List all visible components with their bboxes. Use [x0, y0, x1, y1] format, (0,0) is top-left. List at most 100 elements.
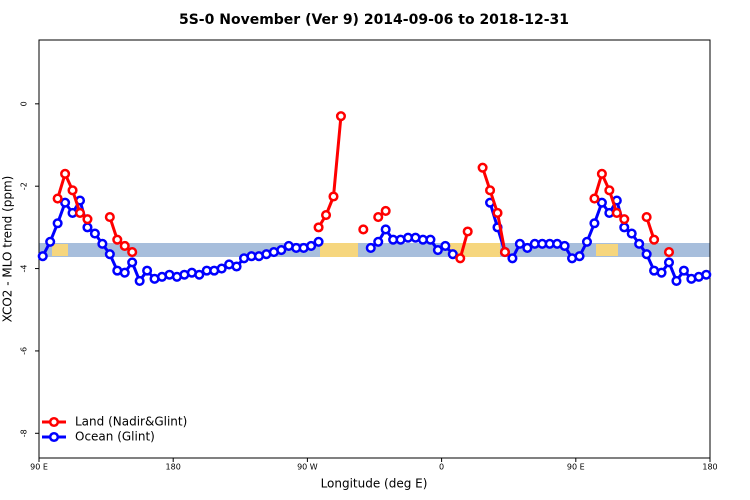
point — [514, 238, 525, 249]
point — [678, 265, 689, 276]
point — [492, 207, 503, 219]
y-tick-label: 0 — [20, 101, 29, 106]
point — [589, 193, 600, 204]
point — [425, 234, 436, 245]
y-axis-label: XCO2 - MLO trend (ppm) — [1, 176, 15, 323]
point — [45, 236, 56, 247]
point — [74, 207, 86, 219]
y-tick-label: -6 — [20, 347, 29, 355]
point — [97, 238, 108, 249]
point — [276, 244, 287, 256]
chart-title: 5S-0 November (Ver 9) 2014-09-06 to 2018… — [179, 12, 569, 28]
point — [37, 251, 48, 262]
point — [432, 244, 443, 256]
legend-label: Ocean (Glint) — [75, 430, 155, 444]
y-tick-label: -4 — [20, 265, 29, 273]
point — [380, 205, 391, 216]
point — [619, 214, 630, 225]
point — [611, 207, 622, 219]
point — [634, 238, 645, 249]
series — [37, 195, 712, 286]
x-tick-label: 180 — [702, 463, 717, 472]
legend-marker — [48, 416, 60, 428]
x-tick-label: 90 E — [567, 463, 585, 472]
point — [477, 162, 488, 173]
point — [52, 218, 63, 229]
point — [60, 197, 71, 208]
point — [194, 269, 205, 280]
land-strip — [596, 244, 618, 256]
point — [380, 224, 391, 235]
point — [60, 168, 71, 179]
point — [701, 269, 712, 280]
point — [641, 212, 652, 223]
point — [313, 236, 324, 247]
point — [611, 195, 622, 206]
point — [82, 214, 93, 225]
point — [671, 275, 682, 286]
x-axis-label: Longitude (deg E) — [321, 477, 428, 491]
point — [522, 242, 533, 254]
point — [134, 275, 145, 286]
point — [127, 247, 138, 258]
point — [82, 222, 93, 233]
point — [559, 240, 570, 251]
point — [596, 168, 607, 179]
point — [641, 249, 652, 260]
y-tick-label: -2 — [20, 182, 29, 190]
series — [54, 112, 673, 262]
point — [335, 111, 347, 122]
point — [656, 267, 667, 278]
point — [67, 185, 78, 196]
x-tick-label: 0 — [439, 463, 444, 472]
point — [216, 263, 227, 274]
x-tick-label: 180 — [166, 463, 181, 472]
land-strip — [52, 244, 68, 256]
point — [104, 249, 115, 260]
point — [328, 191, 339, 202]
legend-marker — [48, 431, 60, 443]
point — [581, 236, 593, 247]
point — [447, 249, 458, 260]
point — [320, 209, 332, 221]
point — [649, 234, 660, 245]
point — [231, 261, 242, 272]
point — [619, 222, 630, 233]
point — [507, 253, 518, 264]
land-strip — [320, 243, 358, 257]
point — [373, 236, 384, 247]
point — [104, 212, 115, 223]
point — [596, 197, 607, 208]
point — [663, 257, 675, 268]
point — [112, 234, 123, 245]
point — [373, 212, 384, 223]
point — [52, 193, 63, 204]
point — [440, 240, 451, 251]
point — [626, 228, 637, 239]
point — [89, 228, 100, 239]
x-tick-label: 90 E — [30, 463, 48, 472]
x-tick-label: 90 W — [297, 463, 318, 472]
point — [365, 242, 376, 254]
point — [462, 226, 473, 237]
point — [127, 257, 138, 268]
point — [455, 253, 466, 264]
point — [358, 224, 369, 235]
point — [119, 240, 130, 251]
point — [485, 185, 496, 196]
point — [306, 240, 317, 251]
point — [604, 185, 615, 196]
point — [313, 222, 324, 233]
point — [589, 218, 600, 229]
legend-label: Land (Nadir&Glint) — [75, 415, 187, 429]
point — [142, 265, 153, 276]
point — [74, 195, 86, 206]
y-tick-label: -8 — [20, 429, 29, 437]
point — [119, 267, 130, 278]
plot-frame — [38, 39, 711, 459]
point — [663, 247, 675, 258]
point — [574, 251, 585, 262]
point — [499, 247, 511, 258]
